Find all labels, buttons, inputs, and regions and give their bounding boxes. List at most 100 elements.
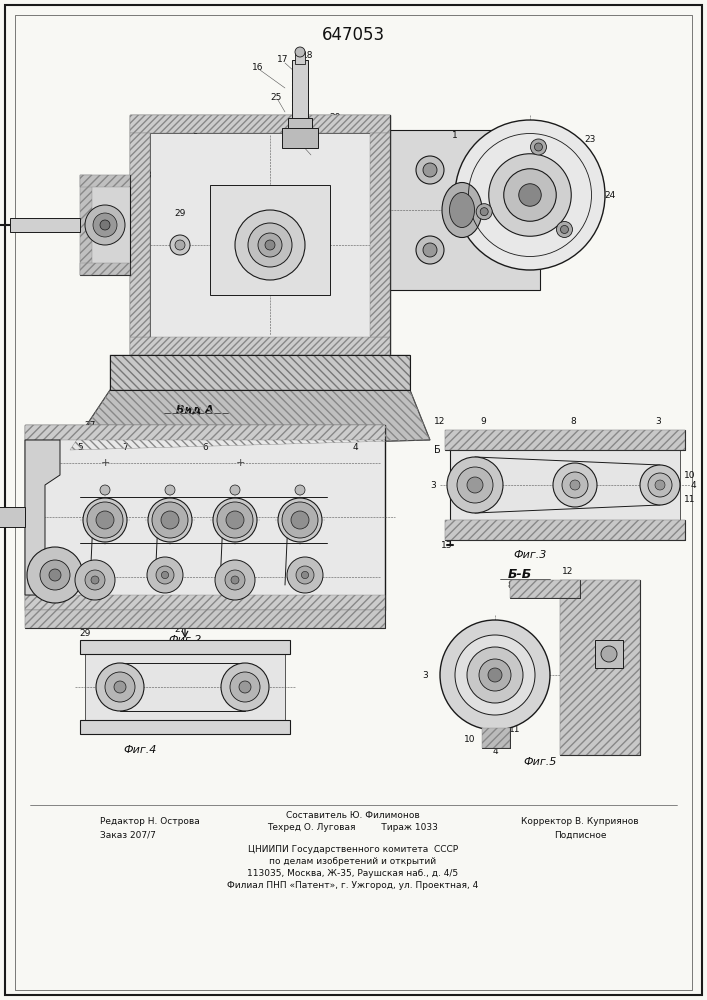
Circle shape: [640, 465, 680, 505]
Circle shape: [455, 120, 605, 270]
Text: 3: 3: [145, 170, 151, 180]
Bar: [595, 640, 623, 668]
Text: Фиг.1: Фиг.1: [279, 375, 312, 385]
Text: 12: 12: [434, 418, 445, 426]
Circle shape: [282, 502, 318, 538]
Text: Техред О. Луговая         Тираж 1033: Техред О. Луговая Тираж 1033: [267, 822, 438, 832]
Text: 2: 2: [10, 510, 16, 520]
Circle shape: [467, 477, 483, 493]
Circle shape: [248, 223, 292, 267]
Circle shape: [239, 681, 251, 693]
Bar: [80, 175, 130, 187]
Text: 27: 27: [175, 626, 186, 635]
Circle shape: [570, 480, 580, 490]
Circle shape: [301, 571, 308, 579]
Text: 27: 27: [84, 420, 95, 430]
Text: 28: 28: [284, 620, 296, 630]
Text: Фиг.5: Фиг.5: [523, 757, 556, 767]
Text: 20: 20: [329, 113, 341, 122]
Text: 12: 12: [212, 121, 223, 130]
Circle shape: [49, 569, 61, 581]
Text: 14: 14: [320, 265, 331, 274]
Text: 647053: 647053: [322, 26, 385, 44]
Bar: [25, 595, 385, 610]
Circle shape: [100, 220, 110, 230]
Text: Фиг.2: Фиг.2: [168, 635, 201, 645]
Text: 1: 1: [168, 119, 174, 128]
Text: 4: 4: [492, 748, 498, 756]
Circle shape: [291, 511, 309, 529]
Circle shape: [416, 236, 444, 264]
Bar: [85, 654, 285, 720]
Text: 7: 7: [122, 442, 128, 452]
Circle shape: [295, 47, 305, 57]
Bar: [25, 610, 385, 628]
Circle shape: [648, 473, 672, 497]
Text: 3: 3: [422, 670, 428, 680]
Text: +: +: [625, 663, 635, 673]
Text: +: +: [100, 458, 110, 468]
Circle shape: [230, 485, 240, 495]
Bar: [450, 450, 680, 520]
Circle shape: [534, 143, 542, 151]
Circle shape: [161, 571, 168, 579]
Text: 4: 4: [690, 481, 696, 489]
Text: 26: 26: [250, 605, 261, 614]
Circle shape: [447, 457, 503, 513]
Circle shape: [467, 647, 523, 703]
Circle shape: [85, 205, 125, 245]
Circle shape: [479, 659, 511, 691]
Bar: [25, 425, 385, 610]
Text: 3: 3: [40, 440, 46, 450]
Circle shape: [217, 502, 253, 538]
Circle shape: [105, 672, 135, 702]
Circle shape: [215, 560, 255, 600]
Text: 13: 13: [441, 540, 452, 550]
Text: 113035, Москва, Ж-35, Раушская наб., д. 4/5: 113035, Москва, Ж-35, Раушская наб., д. …: [247, 869, 459, 879]
Bar: [80, 263, 130, 275]
Circle shape: [96, 663, 144, 711]
Text: 21: 21: [294, 138, 305, 147]
Text: 5: 5: [77, 442, 83, 452]
Text: 22: 22: [574, 235, 585, 244]
Circle shape: [83, 498, 127, 542]
Bar: [150, 133, 370, 337]
Circle shape: [655, 480, 665, 490]
Circle shape: [75, 560, 115, 600]
Circle shape: [27, 547, 83, 603]
Text: 8: 8: [570, 418, 576, 426]
Text: 1: 1: [452, 130, 458, 139]
Bar: [370, 133, 390, 337]
Text: 10: 10: [684, 471, 696, 480]
Bar: [385, 130, 540, 290]
Circle shape: [416, 156, 444, 184]
Text: 2: 2: [197, 119, 203, 128]
Text: Редактор Н. Острова: Редактор Н. Острова: [100, 818, 200, 826]
Bar: [25, 610, 385, 628]
Text: ЦНИИПИ Государственного комитета  СССР: ЦНИИПИ Государственного комитета СССР: [248, 846, 458, 854]
Circle shape: [231, 576, 239, 584]
Circle shape: [226, 511, 244, 529]
Bar: [110, 355, 410, 390]
Text: 18: 18: [303, 51, 314, 60]
Text: 9: 9: [192, 126, 198, 135]
Bar: [10, 218, 80, 232]
Circle shape: [477, 204, 492, 220]
Circle shape: [148, 498, 192, 542]
Text: 23: 23: [584, 135, 596, 144]
Circle shape: [480, 208, 489, 216]
Circle shape: [152, 502, 188, 538]
Bar: [482, 728, 510, 748]
Text: 10: 10: [464, 736, 476, 744]
Text: 24: 24: [604, 190, 616, 200]
Text: Б-Б: Б-Б: [508, 568, 532, 582]
Circle shape: [601, 646, 617, 662]
Text: Фиг.4: Фиг.4: [123, 745, 157, 755]
Circle shape: [165, 485, 175, 495]
Bar: [445, 520, 685, 540]
Circle shape: [235, 210, 305, 280]
Circle shape: [488, 668, 502, 682]
Text: +: +: [235, 458, 245, 468]
Text: по делам изобретений и открытий: по делам изобретений и открытий: [269, 857, 436, 866]
Text: 29: 29: [175, 209, 186, 218]
